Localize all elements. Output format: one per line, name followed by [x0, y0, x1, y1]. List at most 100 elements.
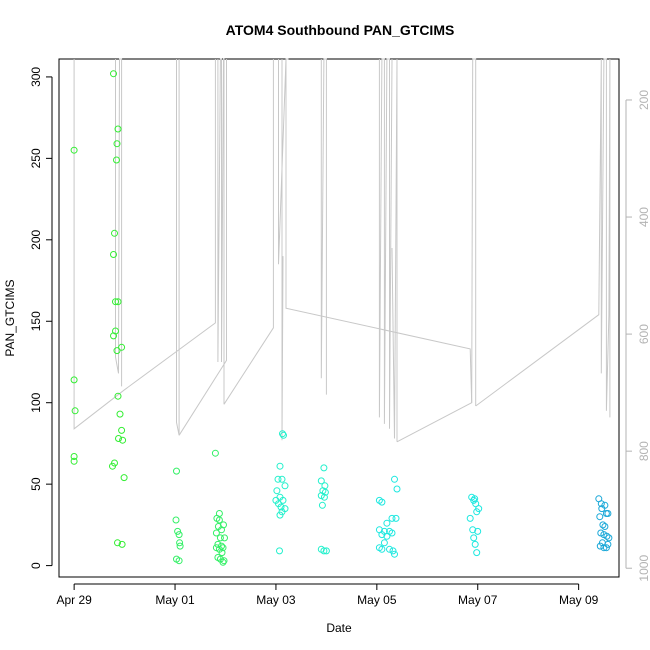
- y-tick-label-6: 300: [29, 67, 43, 87]
- data-point-2-6: [273, 487, 281, 495]
- data-point-0-8: [113, 156, 120, 164]
- data-point-4-1: [597, 500, 605, 508]
- data-point-2-26: [322, 547, 330, 555]
- data-point-1-8: [211, 449, 219, 457]
- x-tick-label-0: Apr 29: [56, 593, 92, 607]
- data-point-3-25: [466, 514, 474, 522]
- y-tick-label-1: 50: [29, 477, 43, 491]
- trace-lines: [73, 58, 611, 443]
- data-point-2-11: [277, 503, 285, 511]
- y-axis: 0 50 100 150 200 250 300: [29, 67, 53, 569]
- data-point-2-5: [281, 482, 289, 490]
- data-point-0-0: [70, 146, 78, 154]
- y-axis-label: PAN_GTCIMS: [3, 279, 17, 356]
- data-point-2-4: [278, 475, 286, 483]
- data-point-3-24: [473, 508, 481, 516]
- trace-line-13: [475, 58, 611, 418]
- trace-line-8: [281, 59, 284, 441]
- data-point-0-11: [112, 298, 119, 306]
- y2-tick-label-2: 600: [637, 324, 650, 344]
- data-point-2-25: [320, 547, 328, 555]
- data-point-0-17: [114, 392, 122, 400]
- trace-line-3: [178, 59, 227, 436]
- data-points: [70, 70, 613, 566]
- data-point-1-11: [215, 516, 223, 524]
- data-point-0-3: [70, 453, 78, 460]
- data-point-0-5: [110, 70, 117, 78]
- x-tick-label-5: May 09: [559, 593, 599, 607]
- data-point-1-26: [220, 557, 228, 565]
- data-point-3-20: [471, 495, 479, 503]
- y-tick-label-2: 100: [29, 392, 43, 412]
- trace-line-4: [217, 58, 225, 405]
- trace-line-12: [396, 58, 477, 443]
- y-tick-label-3: 150: [29, 311, 43, 331]
- trace-line-10: [378, 58, 393, 429]
- data-point-2-0: [279, 430, 286, 438]
- data-point-0-7: [113, 140, 121, 148]
- data-point-0-25: [114, 539, 121, 547]
- data-point-1-7: [175, 557, 183, 565]
- data-point-0-26: [118, 540, 126, 548]
- plot-area: [58, 58, 620, 578]
- data-point-2-9: [279, 496, 287, 504]
- data-point-1-27: [219, 558, 227, 566]
- data-point-1-17: [221, 534, 228, 542]
- trace-line-0: [73, 59, 216, 430]
- data-point-0-9: [111, 229, 118, 237]
- x-tick-label-4: May 07: [458, 593, 498, 607]
- data-point-2-1: [280, 431, 287, 439]
- data-point-2-3: [274, 475, 282, 483]
- trace-line-2: [176, 59, 180, 436]
- data-point-0-14: [112, 327, 119, 335]
- data-point-4-7: [599, 521, 607, 529]
- data-point-3-4: [388, 514, 396, 522]
- data-point-0-12: [114, 298, 122, 306]
- y2-tick-label-3: 800: [637, 441, 650, 461]
- data-point-1-15: [212, 529, 220, 537]
- data-point-1-20: [219, 544, 227, 552]
- y-tick-label-5: 250: [29, 148, 43, 168]
- data-point-2-16: [320, 464, 328, 472]
- trace-line-5: [223, 59, 274, 405]
- data-point-0-18: [116, 410, 124, 418]
- trace-line-7: [285, 59, 473, 403]
- y2-tick-label-0: 200: [637, 90, 650, 110]
- x-tick-label-1: May 01: [155, 593, 195, 607]
- trace-line-9: [320, 58, 327, 395]
- y-tick-label-4: 200: [29, 229, 43, 249]
- y2-axis: 200 400 600 800 1000: [625, 90, 650, 582]
- data-point-3-16: [386, 545, 393, 553]
- data-point-3-12: [383, 532, 391, 540]
- data-point-0-10: [110, 251, 117, 258]
- data-point-0-16: [118, 343, 126, 351]
- x-tick-label-3: May 05: [357, 593, 397, 607]
- data-point-3-17: [389, 547, 397, 555]
- data-point-3-27: [474, 527, 482, 535]
- data-point-0-1: [70, 376, 78, 384]
- data-point-4-16: [600, 544, 608, 552]
- data-point-0-23: [109, 462, 116, 470]
- data-point-4-8: [601, 523, 609, 530]
- data-point-2-15: [276, 547, 283, 555]
- data-point-3-22: [472, 500, 480, 508]
- data-point-4-12: [605, 534, 613, 542]
- data-point-3-11: [378, 531, 386, 539]
- data-point-0-24: [120, 474, 128, 482]
- data-point-4-17: [602, 544, 610, 552]
- data-point-0-19: [118, 426, 126, 434]
- data-point-2-17: [317, 477, 325, 485]
- data-point-1-3: [175, 531, 183, 539]
- x-axis-label: Date: [326, 621, 352, 635]
- y2-tick-label-1: 400: [637, 207, 650, 227]
- data-point-3-30: [473, 549, 481, 557]
- x-axis: Apr 29 May 01 May 03 May 05 May 07 May 09: [56, 583, 599, 607]
- trace-line-11: [391, 58, 398, 442]
- data-point-0-20: [115, 435, 122, 442]
- x-tick-label-2: May 03: [256, 593, 296, 607]
- data-point-4-3: [598, 505, 606, 513]
- data-point-3-18: [391, 550, 398, 558]
- data-point-2-22: [320, 493, 328, 501]
- data-point-2-23: [318, 501, 326, 509]
